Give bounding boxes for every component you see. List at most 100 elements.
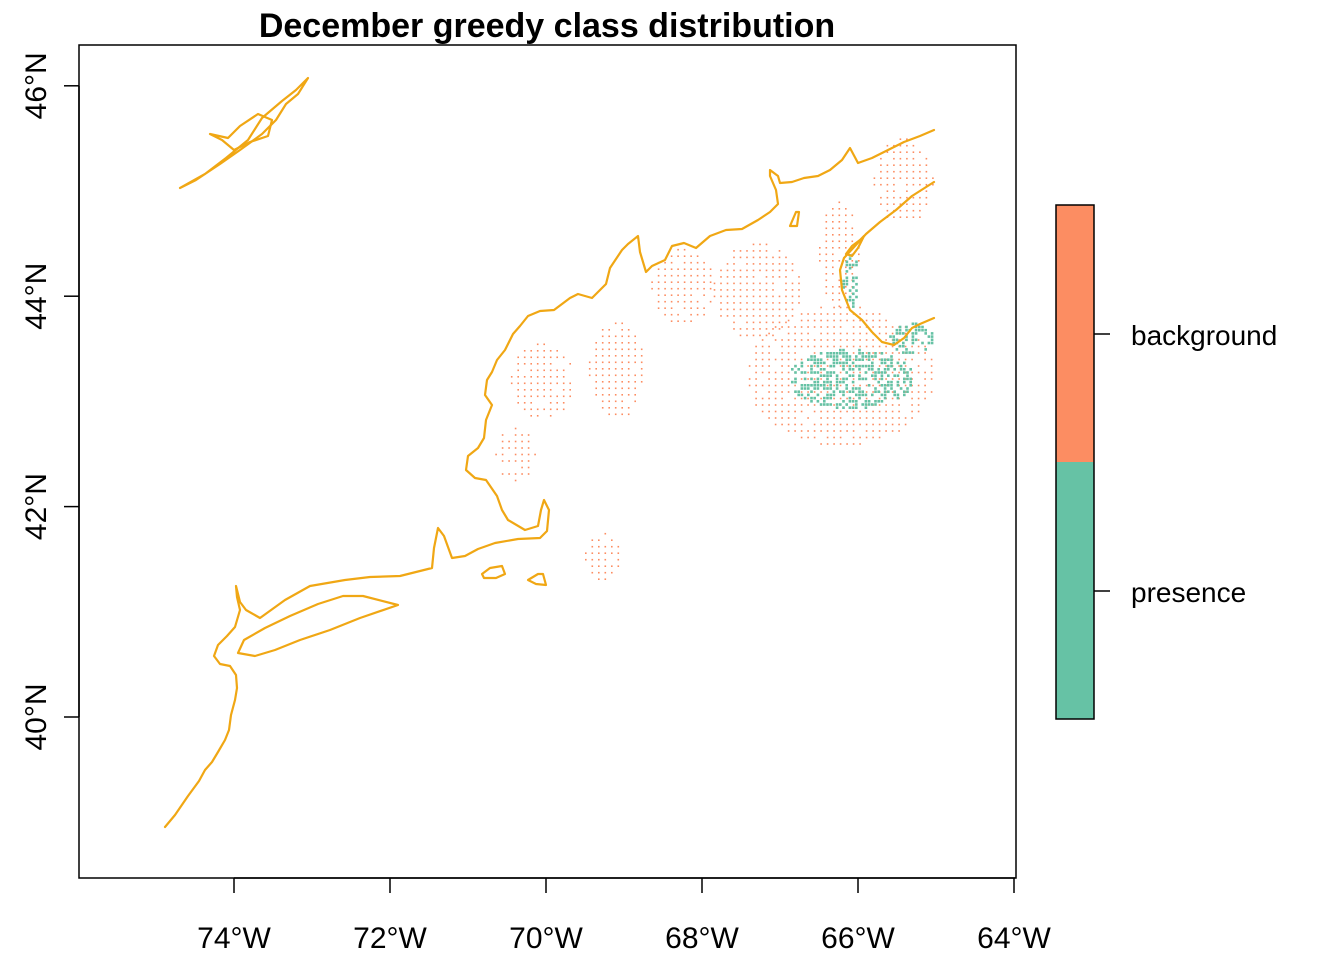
background-point (536, 356, 539, 359)
background-point (794, 410, 796, 413)
background-point (800, 404, 803, 406)
background-point (891, 378, 894, 380)
background-point (608, 348, 610, 351)
presence-point (903, 390, 906, 393)
background-point (683, 287, 686, 290)
background-region (873, 138, 934, 218)
background-point (924, 371, 926, 374)
background-point (911, 417, 913, 419)
presence-point (845, 387, 848, 390)
presence-point (832, 393, 836, 397)
presence-point (918, 328, 921, 332)
presence-point (911, 332, 915, 335)
background-point (846, 443, 848, 445)
presence-point (794, 371, 797, 374)
background-point (752, 328, 755, 330)
background-point (696, 255, 699, 257)
background-point (774, 326, 777, 328)
background-point (677, 274, 679, 277)
presence-point (829, 355, 832, 358)
background-point (885, 352, 887, 354)
background-point (859, 332, 861, 335)
background-point (800, 326, 803, 328)
background-point (791, 282, 794, 285)
background-point (657, 274, 660, 277)
background-point (787, 339, 790, 341)
background-point (878, 404, 881, 406)
background-point (912, 203, 915, 205)
background-point (601, 407, 604, 409)
presence-point (887, 390, 890, 393)
background-point (872, 391, 874, 393)
background-point (755, 391, 757, 393)
presence-point (903, 380, 906, 384)
background-point (772, 276, 774, 278)
presence-point (874, 400, 877, 403)
presence-point (845, 270, 849, 273)
presence-point (835, 358, 839, 361)
presence-point (921, 341, 924, 345)
background-point (791, 269, 794, 272)
background-point (746, 295, 748, 298)
background-point (932, 177, 934, 179)
background-point (617, 545, 620, 548)
background-point (495, 453, 497, 456)
background-point (720, 315, 722, 317)
background-point (585, 552, 587, 554)
background-point (746, 250, 748, 252)
presence-point (871, 403, 874, 406)
presence-point (902, 341, 905, 345)
background-point (677, 248, 679, 251)
background-point (591, 552, 594, 554)
background-point (833, 384, 835, 387)
background-point (781, 391, 783, 393)
background-point (549, 363, 552, 365)
background-point (839, 332, 842, 335)
background-point (595, 368, 597, 370)
background-point (772, 263, 774, 265)
presence-point (867, 364, 871, 368)
background-point (924, 352, 926, 354)
background-point (794, 339, 796, 341)
background-point (925, 164, 928, 166)
background-point (825, 260, 828, 262)
background-point (826, 430, 829, 432)
presence-point (845, 260, 849, 264)
presence-point (842, 348, 845, 352)
background-point (833, 313, 835, 315)
background-point (536, 382, 539, 385)
background-point (733, 282, 735, 285)
background-point (536, 415, 539, 417)
background-point (859, 313, 861, 315)
presence-point (877, 368, 880, 371)
background-point (726, 282, 729, 285)
background-point (899, 216, 902, 218)
background-point (664, 294, 666, 296)
background-point (696, 268, 699, 270)
background-point (865, 397, 868, 400)
presence-point (877, 400, 880, 403)
background-point (523, 363, 526, 365)
background-point (521, 473, 523, 475)
background-point (746, 263, 748, 265)
presence-point (880, 352, 884, 355)
background-point (832, 299, 834, 301)
background-point (772, 308, 774, 311)
presence-point (911, 322, 915, 326)
presence-point (845, 279, 849, 283)
background-point (917, 365, 920, 367)
background-point (617, 558, 620, 561)
background-point (759, 256, 761, 259)
background-point (886, 196, 889, 199)
background-point (657, 307, 660, 309)
background-point (865, 436, 868, 439)
background-point (785, 256, 787, 259)
presence-point (921, 328, 924, 332)
background-point (838, 201, 841, 204)
x-tick-label: 64°W (977, 922, 1051, 955)
presence-point (880, 371, 884, 374)
background-point (906, 203, 908, 205)
background-point (726, 263, 729, 265)
background-point (825, 227, 828, 230)
presence-point (889, 335, 892, 338)
